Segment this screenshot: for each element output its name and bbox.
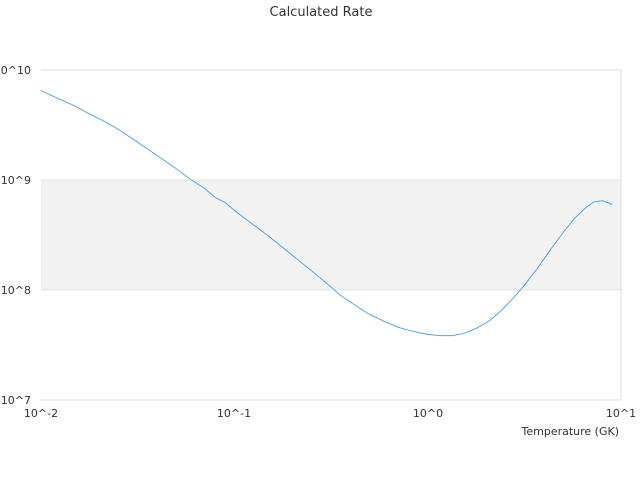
chart-title: Calculated Rate: [270, 5, 373, 20]
x-tick-label: 10^1: [606, 407, 636, 420]
series-line: [40, 90, 613, 337]
x-tick-label: 10^-1: [217, 407, 251, 420]
y-tick-label: 10^10: [0, 64, 31, 77]
y-tick-label: 10^7: [1, 394, 31, 407]
x-tick-label: 10^0: [413, 407, 443, 420]
x-axis-label: Temperature (GK): [521, 425, 620, 438]
x-tick-labels: 10^-2 10^-1 10^0 10^1: [24, 407, 636, 420]
y-band-2: [41, 180, 621, 290]
y-tick-labels: 10^10 10^9 10^8 10^7: [0, 64, 31, 407]
y-tick-label: 10^9: [1, 174, 31, 187]
x-tick-label: 10^-2: [24, 407, 58, 420]
plot-area: [41, 69, 622, 401]
y-band-1: [41, 70, 621, 180]
y-tick-label: 10^8: [1, 284, 31, 297]
y-band-3: [41, 290, 621, 400]
